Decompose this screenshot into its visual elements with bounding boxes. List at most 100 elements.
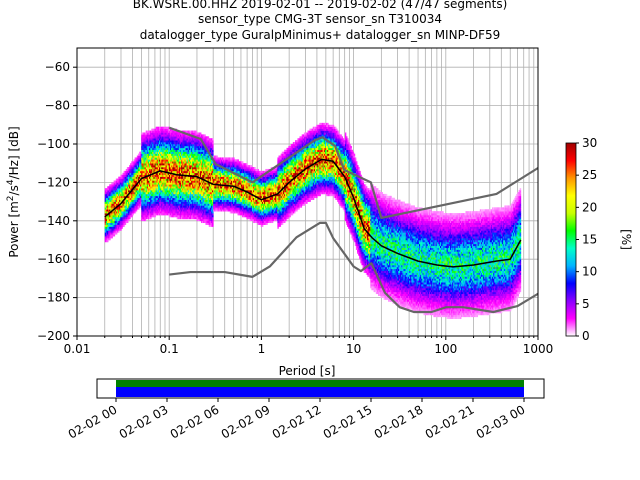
psd-cell [153, 134, 155, 137]
psd-cell [166, 142, 169, 145]
psd-cell [153, 192, 155, 195]
psd-cell [104, 228, 107, 231]
psd-cell [146, 172, 149, 176]
psd-cell [164, 134, 167, 137]
psd-cell [108, 207, 110, 210]
psd-cell [160, 151, 162, 154]
psd-cell [123, 190, 126, 193]
psd-cell [143, 157, 145, 160]
psd-cell [170, 215, 172, 218]
psd-cell [120, 207, 122, 210]
psd-cell [142, 205, 144, 208]
psd-cell [158, 155, 161, 158]
psd-cell [153, 128, 155, 131]
psd-cell [131, 207, 133, 210]
psd-cell [153, 215, 155, 218]
psd-cell [150, 159, 152, 162]
psd-cell [150, 130, 152, 133]
psd-cell [131, 211, 133, 214]
psd-cell [126, 215, 129, 218]
psd-cell [141, 136, 143, 139]
psd-cell [134, 205, 137, 208]
psd-cell [127, 195, 130, 199]
psd-cell [164, 205, 167, 208]
psd-cell [166, 186, 169, 189]
psd-cell [172, 193, 174, 197]
psd-cell [129, 193, 131, 197]
psd-cell [137, 155, 140, 158]
psd-cell [149, 155, 151, 158]
psd-cell [161, 186, 163, 189]
psd-cell [137, 168, 140, 172]
psd-cell [168, 211, 171, 214]
psd-cell [104, 201, 107, 204]
psd-cell [155, 157, 158, 160]
psd-cell [150, 216, 152, 220]
psd-cell [146, 192, 149, 195]
psd-cell [143, 218, 145, 222]
psd-cell [135, 192, 138, 195]
psd-cell [104, 236, 107, 239]
psd-cell [127, 180, 130, 183]
psd-cell [140, 195, 142, 199]
psd-cell [160, 163, 162, 166]
psd-cell [157, 165, 160, 168]
psd-cell [114, 232, 117, 235]
psd-cell [140, 201, 142, 204]
psd-cell [170, 190, 172, 193]
psd-cell [157, 178, 160, 181]
psd-cell [126, 190, 129, 193]
psd-cell [114, 230, 117, 233]
psd-cell [137, 190, 140, 193]
psd-cell [171, 192, 173, 195]
psd-cell [154, 192, 157, 195]
psd-cell [108, 205, 110, 208]
psd-cell [170, 207, 172, 210]
psd-cell [146, 184, 149, 187]
psd-cell [167, 138, 170, 141]
psd-cell [110, 203, 112, 206]
psd-cell [139, 176, 141, 179]
psd-cell [134, 209, 137, 212]
psd-cell [143, 190, 145, 193]
psd-cell [109, 203, 111, 206]
psd-cell [143, 186, 145, 189]
psd-cell [108, 211, 110, 214]
chart-title-line-2: sensor_type CMG-3T sensor_sn T310034 [197, 12, 443, 26]
psd-cell [161, 213, 163, 216]
psd-cell [123, 203, 126, 206]
psd-cell [142, 172, 144, 176]
psd-cell [106, 224, 109, 227]
psd-cell [168, 203, 171, 206]
psd-cell [147, 211, 150, 214]
psd-cell [151, 182, 153, 185]
psd-cell [149, 201, 151, 204]
psd-cell [160, 197, 162, 200]
psd-cell [140, 165, 142, 168]
psd-cell [126, 211, 129, 214]
psd-cell [126, 167, 129, 170]
psd-cell [170, 213, 172, 216]
psd-cell [212, 220, 214, 224]
psd-cell [130, 195, 132, 199]
psd-cell [170, 186, 172, 189]
psd-cell [105, 238, 108, 241]
psd-cell [130, 205, 132, 208]
psd-cell [109, 199, 111, 202]
psd-cell [123, 211, 126, 214]
psd-cell [141, 182, 143, 185]
psd-cell [140, 174, 142, 177]
psd-cell [108, 197, 110, 200]
psd-cell [110, 220, 112, 224]
psd-cell [156, 203, 159, 206]
psd-cell [154, 132, 157, 135]
psd-cell [167, 145, 170, 149]
psd-cell [116, 197, 119, 200]
psd-cell [149, 168, 151, 172]
psd-cell [125, 197, 128, 200]
psd-cell [126, 184, 129, 187]
psd-cell [109, 188, 111, 191]
psd-cell [167, 163, 170, 166]
psd-cell [151, 176, 153, 179]
psd-cell [146, 151, 149, 154]
